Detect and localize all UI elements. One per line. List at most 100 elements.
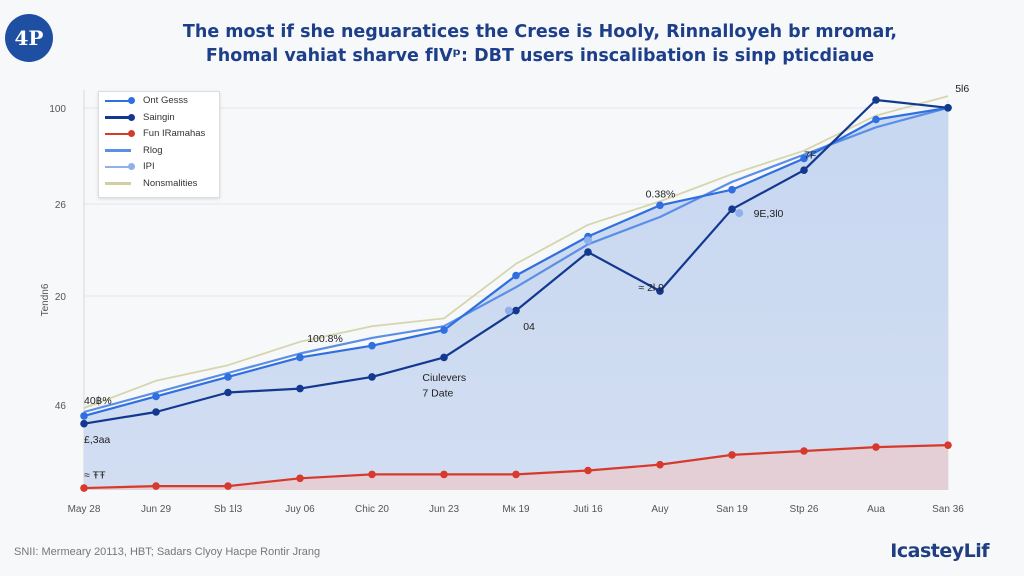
x-tick-label: May 28 xyxy=(68,504,101,515)
x-tick-label: Sb 1l3 xyxy=(214,504,243,515)
data-point xyxy=(584,236,592,245)
data-point xyxy=(440,353,448,362)
data-point xyxy=(152,482,160,490)
legend-item: Rlog xyxy=(99,143,219,159)
data-point xyxy=(152,392,160,401)
data-label: 9E,3l0 xyxy=(754,208,784,220)
data-point xyxy=(584,466,592,475)
legend-swatch xyxy=(105,129,135,139)
legend-item: Fun IRamahas xyxy=(99,126,219,142)
data-point xyxy=(80,419,88,428)
data-point xyxy=(800,166,808,174)
data-label: 7 Date xyxy=(422,387,453,399)
y-tick-label: 100 xyxy=(49,104,66,115)
legend-line xyxy=(105,116,131,119)
data-point xyxy=(512,271,520,280)
data-label: 5l6 xyxy=(955,83,969,95)
series-line-rlog xyxy=(83,106,949,414)
legend-label: IPI xyxy=(143,161,155,173)
data-point xyxy=(800,447,808,455)
legend-swatch xyxy=(105,162,135,172)
x-axis: May 28 Jun 29 Sb 1l3 Juy 06 Chic 20 Jun 23 Mĸ … xyxy=(68,504,965,515)
logo-text: 4P xyxy=(14,26,44,50)
y-tick-label: 46 xyxy=(55,401,67,412)
x-tick-label: Aua xyxy=(867,504,885,515)
title-line-2: Fhomal vahiat sharve fIVᵖ: DBT users ins… xyxy=(205,46,875,66)
chart-title: The most if she neguaratices the Crese i… xyxy=(120,20,960,68)
data-label: ≈ 2l.9 xyxy=(638,282,664,294)
data-point xyxy=(504,306,513,315)
data-point xyxy=(224,388,232,397)
x-tick-label: Auy xyxy=(651,504,668,515)
data-label: £,3аа xyxy=(84,434,110,446)
data-point xyxy=(296,384,304,393)
legend-swatch xyxy=(105,178,135,188)
series-markers xyxy=(80,96,952,492)
data-point xyxy=(152,408,160,416)
x-tick-label: Jun 29 xyxy=(141,504,171,515)
data-label: Ciulevers xyxy=(422,372,466,384)
x-tick-label: San 36 xyxy=(932,504,964,515)
x-tick-label: Juti 16 xyxy=(573,504,603,515)
annotations: 40฿% £,3аа ≈ ŦŦ 100.8% Ciulevers 7 Date 04 0.38… xyxy=(84,83,969,481)
x-tick-label: Juy 06 xyxy=(285,504,315,515)
x-tick-label: Stp 26 xyxy=(790,504,819,515)
data-point xyxy=(735,209,744,218)
data-point xyxy=(224,373,232,381)
legend-label: Ont Gesss xyxy=(143,95,188,107)
data-point xyxy=(872,115,880,124)
data-point xyxy=(728,185,736,194)
data-point xyxy=(512,470,520,479)
legend-line xyxy=(105,165,131,169)
data-point xyxy=(800,154,808,163)
legend-label: Saingin xyxy=(143,111,175,123)
legend-line xyxy=(105,132,131,136)
x-tick-label: San 19 xyxy=(716,504,748,515)
data-point xyxy=(728,451,736,459)
data-point xyxy=(368,373,376,381)
data-point xyxy=(224,482,232,490)
legend-line xyxy=(105,99,131,103)
y-axis-label: Tendn6 xyxy=(40,283,51,316)
legend-swatch xyxy=(105,112,135,122)
data-point xyxy=(512,306,520,315)
series-line-nonsmalities xyxy=(83,95,949,409)
legend-marker xyxy=(128,163,135,171)
data-point xyxy=(656,460,664,469)
x-tick-label: Mĸ 19 xyxy=(502,504,530,515)
data-point xyxy=(296,474,304,483)
data-label: 0.38% xyxy=(646,189,676,201)
brand-logo: IcasteyLif xyxy=(890,540,989,562)
data-point xyxy=(728,205,736,213)
legend-swatch xyxy=(105,145,135,155)
data-point xyxy=(440,326,448,334)
legend-marker xyxy=(128,97,135,105)
title-line-1: The most if she neguaratices the Crese i… xyxy=(182,22,898,42)
data-label: 7F xyxy=(804,150,816,162)
data-point xyxy=(872,443,880,451)
data-point xyxy=(368,470,376,479)
y-tick-label: 26 xyxy=(55,200,67,211)
legend-line xyxy=(105,182,131,185)
data-point xyxy=(368,341,376,350)
y-tick-label: 20 xyxy=(55,292,67,303)
data-point xyxy=(80,484,88,492)
data-point xyxy=(656,201,664,210)
data-point xyxy=(584,248,592,256)
data-label: ≈ ŦŦ xyxy=(84,469,106,481)
data-label: 100.8% xyxy=(307,333,343,345)
data-point xyxy=(872,96,880,104)
legend-item: Saingin xyxy=(99,110,219,126)
legend-label: Fun IRamahas xyxy=(143,128,206,140)
data-point xyxy=(656,287,664,295)
logo-badge: 4P xyxy=(5,14,53,62)
data-point xyxy=(80,412,88,420)
x-tick-label: Jun 23 xyxy=(429,504,459,515)
data-point xyxy=(440,470,448,479)
data-point xyxy=(944,441,952,449)
y-axis: 46 20 26 100 xyxy=(49,104,66,412)
legend-item: Ont Gesss xyxy=(99,93,219,109)
data-label: 40฿% xyxy=(84,395,112,407)
source-note: SNII: Mermeary 20113, HBT; Sadars Clyoy … xyxy=(14,546,321,558)
